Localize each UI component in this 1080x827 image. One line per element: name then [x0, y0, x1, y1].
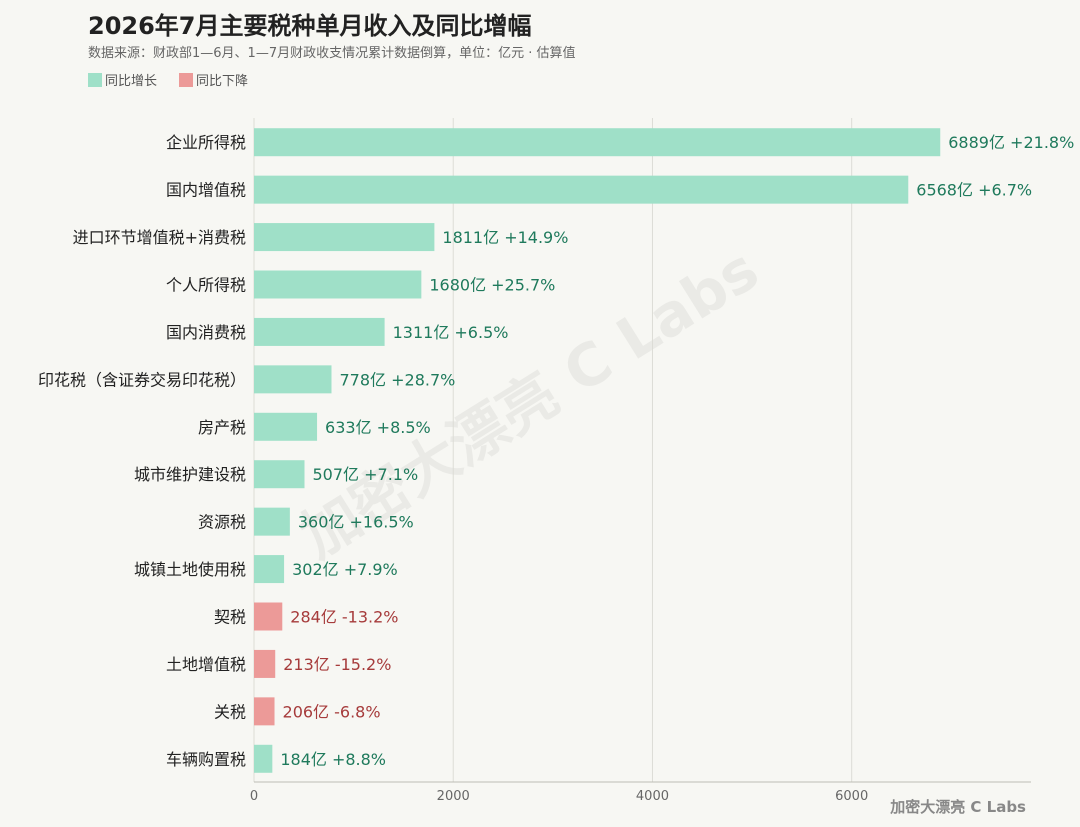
- legend-item-increase: 同比增长: [88, 70, 157, 89]
- category-label: 房产税: [198, 418, 246, 437]
- category-label: 城镇土地使用税: [134, 560, 246, 579]
- data-label: 633亿 +8.5%: [325, 418, 431, 437]
- data-label: 1311亿 +6.5%: [393, 323, 509, 342]
- chart-subtitle: 数据来源：财政部1—6月、1—7月财政收支情况累计数据倒算，单位：亿元 · 估算…: [88, 46, 576, 61]
- data-label: 360亿 +16.5%: [298, 513, 414, 532]
- x-tick-label: 2000: [437, 789, 470, 804]
- bar: [254, 460, 305, 489]
- legend-swatch-increase: [88, 72, 102, 87]
- bar: [254, 555, 285, 584]
- data-label: 302亿 +7.9%: [292, 560, 398, 579]
- category-label: 资源税: [198, 513, 246, 532]
- x-tick-label: 4000: [636, 789, 669, 804]
- bar: [254, 507, 290, 536]
- legend-item-decrease: 同比下降: [179, 70, 248, 89]
- data-label: 1680亿 +25.7%: [429, 276, 555, 295]
- category-label: 土地增值税: [166, 655, 246, 674]
- x-tick-label: 0: [250, 789, 258, 804]
- category-label: 国内增值税: [166, 181, 246, 200]
- chart-title: 2026年7月主要税种单月收入及同比增幅: [88, 12, 532, 40]
- data-label: 284亿 -13.2%: [290, 608, 398, 627]
- bar: [254, 317, 385, 346]
- legend-label-decrease: 同比下降: [196, 74, 249, 89]
- category-label: 城市维护建设税: [134, 465, 246, 484]
- data-label: 1811亿 +14.9%: [442, 228, 568, 247]
- data-label: 213亿 -15.2%: [283, 655, 391, 674]
- data-label: 206亿 -6.8%: [283, 702, 381, 721]
- data-label: 778亿 +28.7%: [340, 370, 456, 389]
- data-label: 184亿 +8.8%: [280, 750, 386, 769]
- bar: [254, 365, 332, 394]
- bar: [254, 602, 283, 631]
- x-tick-label: 6000: [835, 789, 868, 804]
- bar: [254, 649, 276, 678]
- bar: [254, 270, 422, 299]
- category-label: 关税: [214, 702, 246, 721]
- category-label: 印花税（含证券交易印花税）: [38, 370, 246, 389]
- data-label: 6568亿 +6.7%: [916, 181, 1032, 200]
- bar: [254, 697, 275, 726]
- category-label: 车辆购置税: [166, 750, 246, 769]
- category-label: 进口环节增值税+消费税: [73, 228, 246, 247]
- brand-label: 加密大漂亮 C Labs: [890, 798, 1026, 816]
- bar: [254, 412, 318, 441]
- legend-label-increase: 同比增长: [105, 74, 158, 89]
- bar: [254, 128, 941, 157]
- category-label: 国内消费税: [166, 323, 246, 342]
- bar: [254, 744, 273, 773]
- data-label: 6889亿 +21.8%: [948, 133, 1074, 152]
- bar: [254, 223, 435, 252]
- category-label: 契税: [214, 608, 246, 627]
- legend-swatch-decrease: [179, 72, 194, 87]
- data-label: 507亿 +7.1%: [313, 465, 419, 484]
- category-label: 企业所得税: [166, 133, 246, 152]
- category-label: 个人所得税: [166, 276, 246, 295]
- legend: 同比增长 同比下降: [88, 70, 248, 89]
- bar: [254, 175, 909, 204]
